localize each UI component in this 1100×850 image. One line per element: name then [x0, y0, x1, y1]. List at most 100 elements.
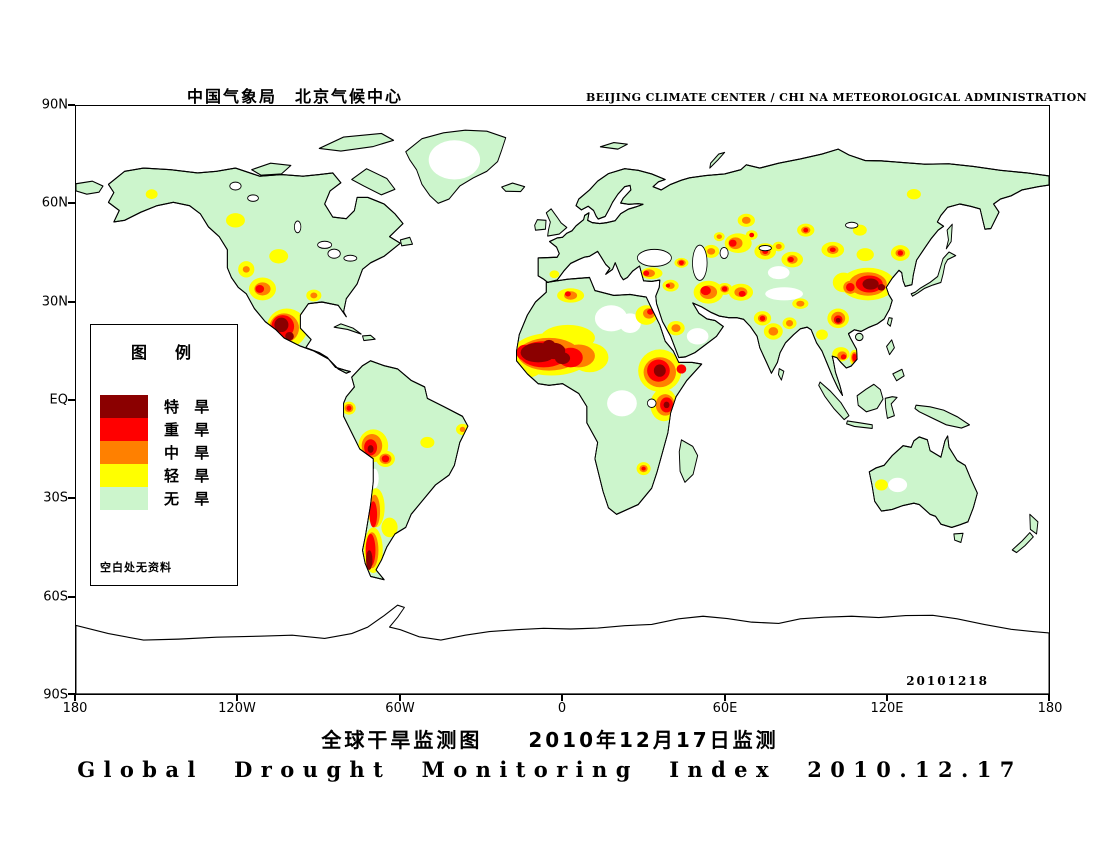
island-sulawesi: [884, 396, 898, 419]
y-axis-label-30s: 30S: [43, 490, 68, 506]
no-data-regions: [370, 266, 908, 493]
aral-sea: [719, 246, 729, 260]
y-axis-tick: [68, 693, 75, 695]
y-axis-tick: [68, 596, 75, 598]
lake-winnipeg: [293, 220, 302, 234]
legend-rows: 特 旱 重 旱 中 旱 轻 旱 无 旱: [100, 395, 214, 510]
island-novaya-zemlya: [709, 151, 726, 169]
island-sri-lanka: [777, 368, 785, 381]
island-victoria: [251, 162, 292, 176]
island-japan: [910, 251, 957, 297]
lake-baikal: [845, 221, 859, 229]
island-ellesmere: [318, 132, 395, 152]
island-java: [846, 420, 873, 429]
lakes-and-inland-seas: [229, 181, 859, 409]
x-axis-label-60w: 60W: [385, 701, 415, 716]
lake-michigan-huron: [327, 248, 341, 259]
great-slave-lake: [247, 194, 259, 202]
island-hispaniola: [362, 334, 376, 342]
island-madagascar: [678, 439, 699, 483]
black-sea: [636, 248, 672, 267]
legend-label-none: 无 旱: [164, 490, 215, 508]
island-nz-north: [1029, 513, 1039, 535]
legend-swatch-severe: [100, 418, 148, 441]
legend-note: 空白处无资料: [100, 561, 172, 574]
antarctica: [76, 604, 1049, 694]
great-bear-lake: [229, 181, 242, 191]
island-mindanao: [892, 368, 905, 382]
lake-superior: [317, 240, 333, 249]
legend-label-moderate: 中 旱: [164, 444, 215, 462]
greenland-no-data: [428, 140, 481, 180]
lake-erie-ontario: [343, 254, 358, 262]
y-axis-tick: [68, 399, 75, 401]
y-axis-tick: [68, 497, 75, 499]
x-axis-tick: [1048, 695, 1050, 701]
caspian-sea: [692, 244, 708, 281]
island-baffin: [351, 168, 396, 196]
y-axis-label-60s: 60S: [43, 589, 68, 605]
legend-swatch-light: [100, 464, 148, 487]
x-axis-label-60e: 60E: [712, 701, 738, 716]
continents: [76, 129, 1049, 582]
legend-title: 图 例: [130, 343, 197, 362]
legend-item-severe: 重 旱: [100, 418, 214, 441]
x-axis-label-180w: 180: [62, 701, 88, 716]
y-axis-label-eq: EQ: [49, 392, 68, 408]
x-axis-tick: [561, 695, 563, 701]
island-ireland: [534, 219, 547, 231]
island-nz-south: [1011, 532, 1034, 554]
legend-item-moderate: 中 旱: [100, 441, 214, 464]
map-frame: 图 例 特 旱 重 旱 中 旱 轻 旱: [75, 105, 1050, 695]
y-axis-label-90s: 90S: [43, 687, 68, 703]
island-sakhalin: [945, 223, 953, 250]
date-stamp: 20101218: [906, 674, 989, 688]
island-newfoundland: [399, 236, 413, 247]
x-axis-tick: [399, 695, 401, 701]
island-uk: [545, 208, 568, 237]
continent-south-america: [341, 359, 470, 582]
legend-label-light: 轻 旱: [164, 467, 215, 485]
legend-item-light: 轻 旱: [100, 464, 214, 487]
drought-extreme-layer: [274, 278, 886, 570]
island-tasmania: [953, 532, 964, 543]
header-title-cn: 中国气象局 北京气候中心: [186, 87, 403, 106]
x-axis-tick: [236, 695, 238, 701]
y-axis-tick: [68, 301, 75, 303]
footer-title-cn: 全球干旱监测图 2010年12月17日监测: [321, 728, 779, 752]
header-title-en: BEIJING CLIMATE CENTER / CHI NA METEOROL…: [586, 91, 1088, 104]
y-axis-tick: [68, 202, 75, 204]
x-axis-label-180e: 180: [1037, 701, 1063, 716]
legend-swatch-moderate: [100, 441, 148, 464]
legend-label-severe: 重 旱: [164, 421, 215, 439]
legend-box: 图 例 特 旱 重 旱 中 旱 轻 旱: [90, 324, 238, 586]
island-taiwan: [886, 317, 893, 327]
x-axis-tick: [886, 695, 888, 701]
island-cuba: [333, 323, 362, 335]
x-axis-label-120e: 120E: [870, 701, 904, 716]
legend-item-extreme: 特 旱: [100, 395, 214, 418]
island-svalbard: [599, 142, 628, 150]
y-axis-label-60n: 60N: [41, 195, 68, 211]
world-map-svg: [76, 129, 1049, 694]
island-sumatra: [818, 381, 850, 421]
island-iceland: [501, 182, 526, 193]
y-axis-label-90n: 90N: [41, 97, 68, 113]
island-luzon: [886, 339, 895, 356]
x-axis-tick: [724, 695, 726, 701]
lake-victoria: [646, 398, 657, 409]
island-new-guinea: [914, 404, 971, 429]
chukotka-wrap: [76, 180, 104, 195]
lake-balkhash: [758, 244, 772, 252]
x-axis-tick: [74, 695, 76, 701]
legend-swatch-none: [100, 487, 148, 510]
island-borneo: [856, 383, 884, 413]
y-axis-tick: [68, 104, 75, 106]
island-hainan: [855, 332, 864, 342]
legend-label-extreme: 特 旱: [164, 398, 215, 416]
x-axis-label-0: 0: [557, 701, 567, 716]
y-axis-label-30n: 30N: [41, 294, 68, 310]
footer-title-en: Global Drought Monitoring Index 2010.12.…: [77, 757, 1023, 782]
legend-swatch-extreme: [100, 395, 148, 418]
